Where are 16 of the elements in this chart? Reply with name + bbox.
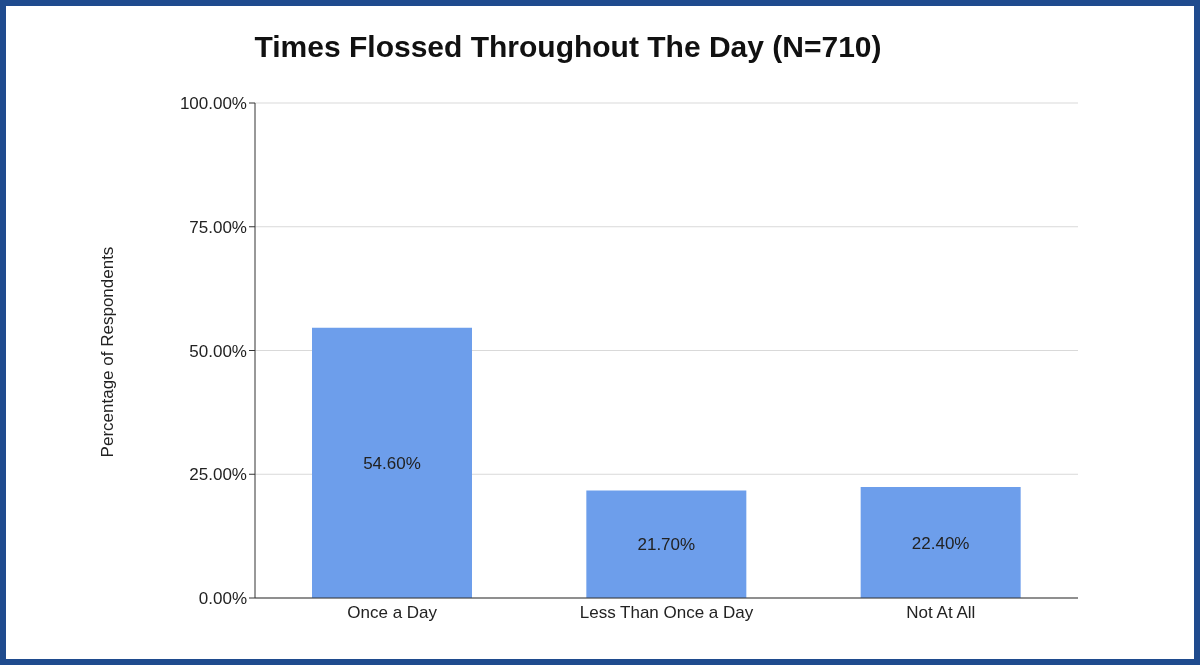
bar xyxy=(312,327,472,598)
y-axis-title: Percentage of Respondents xyxy=(98,246,118,458)
y-tick-label: 25.00% xyxy=(189,465,247,485)
chart-title: Times Flossed Throughout The Day (N=710) xyxy=(253,30,883,64)
y-tick-label: 100.00% xyxy=(179,94,247,114)
x-tick-label: Not At All xyxy=(906,603,976,623)
y-tick-label: 50.00% xyxy=(189,341,247,361)
x-tick-label: Less Than Once a Day xyxy=(579,603,754,623)
data-label: 22.40% xyxy=(911,533,970,553)
y-tick-label: 0.00% xyxy=(198,589,247,609)
data-label: 54.60% xyxy=(363,453,421,473)
bar xyxy=(860,487,1021,598)
bar xyxy=(586,490,747,598)
y-tick-label: 75.00% xyxy=(189,217,247,237)
x-tick-label: Once a Day xyxy=(347,603,438,623)
data-label: 21.70% xyxy=(637,535,696,555)
